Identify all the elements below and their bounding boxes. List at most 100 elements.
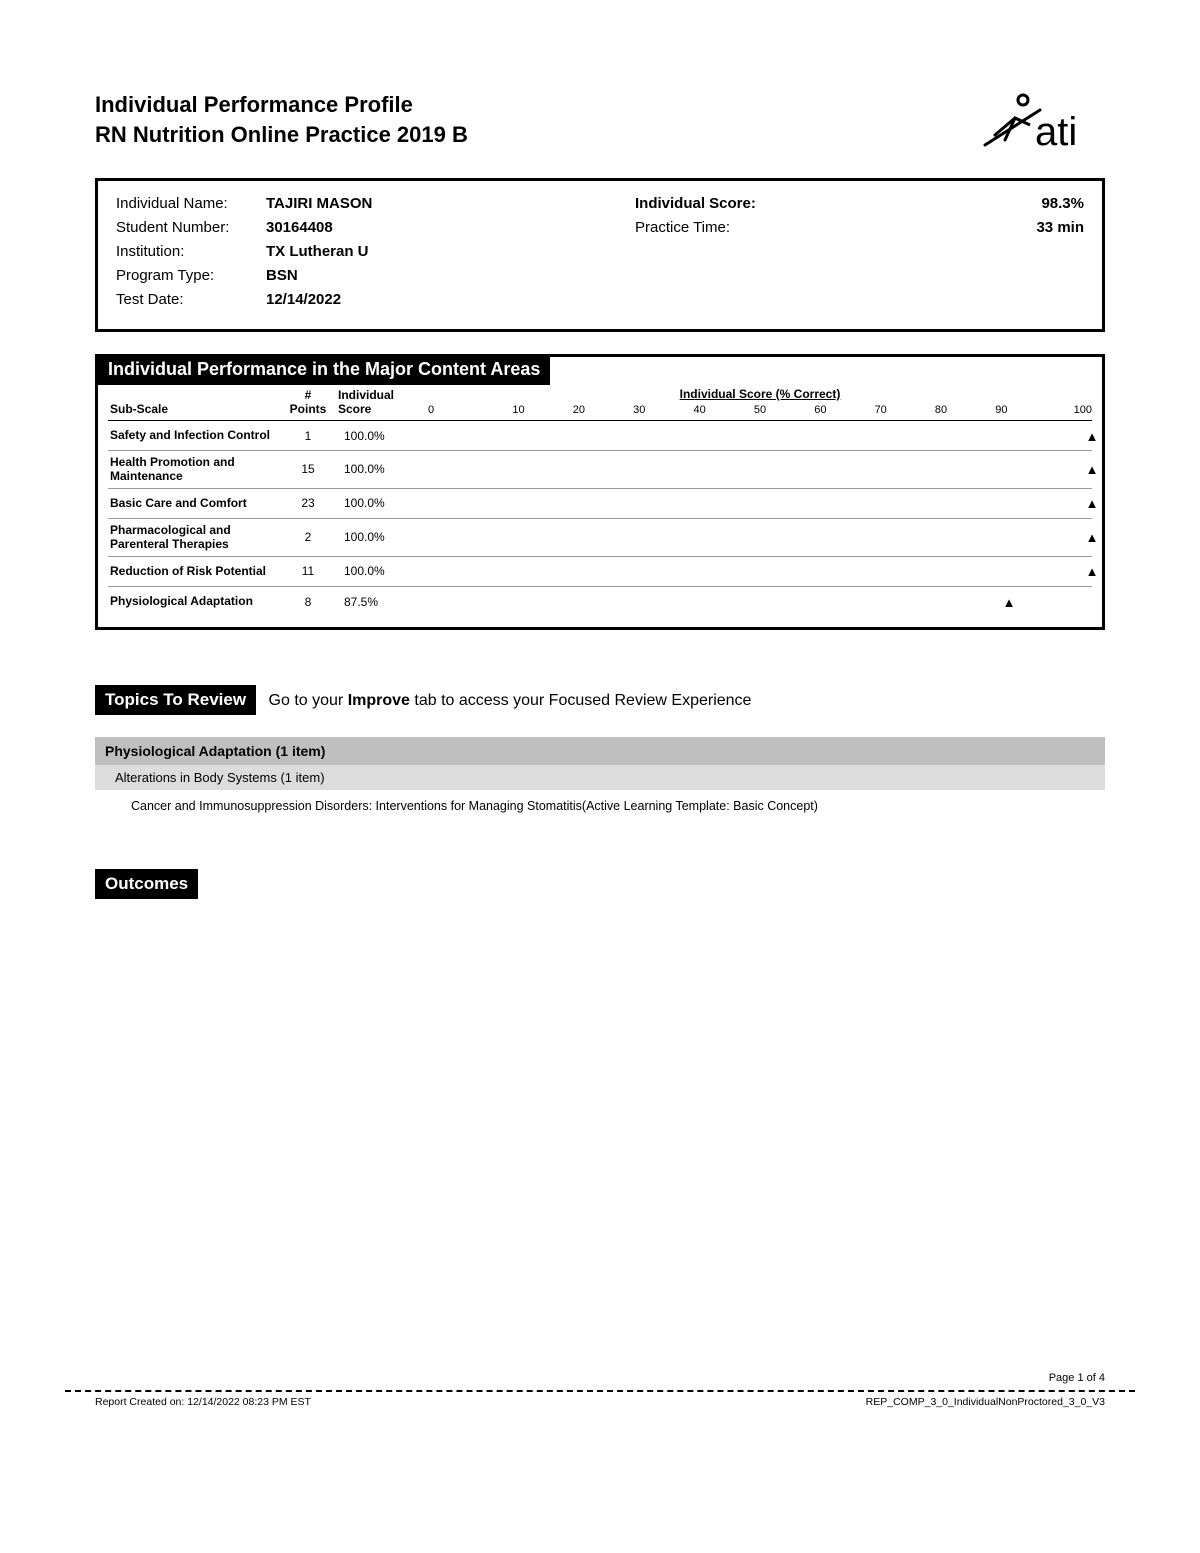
triangle-marker-icon: ▲ [1086, 429, 1099, 444]
info-value: BSN [266, 267, 298, 284]
table-row: Reduction of Risk Potential 11 100.0% ▲ [108, 557, 1092, 587]
tick: 50 [730, 404, 790, 416]
footer-right: REP_COMP_3_0_IndividualNonProctored_3_0_… [866, 1396, 1105, 1408]
info-row: Institution:TX Lutheran U [116, 243, 565, 260]
triangle-marker-icon: ▲ [1086, 530, 1099, 545]
page-number: Page 1 of 4 [65, 1372, 1135, 1384]
info-label: Institution: [116, 243, 266, 260]
page-footer: Page 1 of 4 Report Created on: 12/14/202… [65, 1372, 1135, 1408]
row-score: 100.0% [338, 462, 428, 476]
tick: 10 [488, 404, 548, 416]
ati-logo: ati [935, 90, 1105, 160]
topic-major: Physiological Adaptation (1 item) [95, 737, 1105, 765]
table-row: Safety and Infection Control 1 100.0% ▲ [108, 421, 1092, 451]
row-subscale: Physiological Adaptation [108, 594, 278, 608]
tick: 80 [911, 404, 971, 416]
info-label: Individual Score: [635, 195, 756, 212]
info-row: Practice Time: 33 min [635, 219, 1084, 236]
tick: 60 [790, 404, 850, 416]
outcomes-block: Outcomes [95, 869, 1105, 899]
tick: 0 [428, 404, 488, 416]
title-line-2: RN Nutrition Online Practice 2019 B [95, 120, 468, 150]
info-value: 30164408 [266, 219, 333, 236]
info-right-column: Individual Score: 98.3% Practice Time: 33 m… [635, 195, 1084, 315]
info-label: Test Date: [116, 291, 266, 308]
col-points-top: # [278, 388, 338, 402]
chart-ticks: 0102030405060708090100 [428, 404, 1092, 416]
title-line-1: Individual Performance Profile [95, 90, 468, 120]
content-areas-section: Individual Performance in the Major Cont… [95, 354, 1105, 630]
row-chart: ▲ [428, 462, 1092, 476]
row-points: 8 [278, 595, 338, 609]
row-subscale: Basic Care and Comfort [108, 496, 278, 510]
row-chart: ▲ [428, 595, 1092, 609]
row-points: 2 [278, 530, 338, 544]
table-row: Physiological Adaptation 8 87.5% ▲ [108, 587, 1092, 617]
row-chart: ▲ [428, 530, 1092, 544]
triangle-marker-icon: ▲ [1003, 595, 1016, 610]
tick: 30 [609, 404, 669, 416]
info-value: 12/14/2022 [266, 291, 341, 308]
triangle-marker-icon: ▲ [1086, 564, 1099, 579]
info-row: Student Number:30164408 [116, 219, 565, 236]
info-value: TAJIRI MASON [266, 195, 372, 212]
row-subscale: Health Promotion and Maintenance [108, 455, 278, 484]
col-subscale: Sub-Scale [110, 402, 278, 416]
info-row: Program Type:BSN [116, 267, 565, 284]
info-value: 98.3% [1004, 195, 1084, 212]
info-row: Individual Name:TAJIRI MASON [116, 195, 565, 212]
table-row: Basic Care and Comfort 23 100.0% ▲ [108, 489, 1092, 519]
info-value: 33 min [1004, 219, 1084, 236]
outcomes-pill: Outcomes [95, 869, 198, 899]
col-points-bot: Points [278, 402, 338, 416]
row-points: 15 [278, 462, 338, 476]
row-points: 11 [278, 564, 338, 578]
row-subscale: Pharmacological and Parenteral Therapies [108, 523, 278, 552]
data-rows: Safety and Infection Control 1 100.0% ▲ … [108, 421, 1092, 617]
tick: 70 [851, 404, 911, 416]
row-score: 87.5% [338, 595, 428, 609]
info-label: Program Type: [116, 267, 266, 284]
row-points: 1 [278, 429, 338, 443]
tick: 100 [1032, 404, 1092, 416]
triangle-marker-icon: ▲ [1086, 496, 1099, 511]
info-row: Test Date:12/14/2022 [116, 291, 565, 308]
chart-title: Individual Score (% Correct) [428, 387, 1092, 401]
row-score: 100.0% [338, 530, 428, 544]
info-label: Student Number: [116, 219, 266, 236]
row-score: 100.0% [338, 429, 428, 443]
info-row: Individual Score: 98.3% [635, 195, 1084, 212]
content-areas-title: Individual Performance in the Major Cont… [98, 354, 550, 385]
table-row: Pharmacological and Parenteral Therapies… [108, 519, 1092, 557]
topics-pill: Topics To Review [95, 685, 256, 715]
report-header: Individual Performance Profile RN Nutrit… [95, 90, 1105, 160]
info-box: Individual Name:TAJIRI MASONStudent Numb… [95, 178, 1105, 332]
footer-divider [65, 1390, 1135, 1392]
tick: 90 [971, 404, 1031, 416]
row-chart: ▲ [428, 496, 1092, 510]
title-block: Individual Performance Profile RN Nutrit… [95, 90, 468, 149]
tick: 40 [669, 404, 729, 416]
topic-sub: Alterations in Body Systems (1 item) [95, 765, 1105, 790]
footer-left: Report Created on: 12/14/2022 08:23 PM E… [95, 1396, 311, 1408]
info-value: TX Lutheran U [266, 243, 369, 260]
row-subscale: Reduction of Risk Potential [108, 564, 278, 578]
table-header: Sub-Scale # Points Individual Score Indi… [108, 385, 1092, 421]
row-score: 100.0% [338, 564, 428, 578]
info-label: Practice Time: [635, 219, 730, 236]
row-subscale: Safety and Infection Control [108, 428, 278, 442]
svg-text:ati: ati [1035, 110, 1077, 154]
info-label: Individual Name: [116, 195, 266, 212]
col-score-bot: Score [338, 402, 428, 416]
info-left-column: Individual Name:TAJIRI MASONStudent Numb… [116, 195, 565, 315]
row-chart: ▲ [428, 429, 1092, 443]
topic-item: Cancer and Immunosuppression Disorders: … [95, 790, 1105, 815]
row-chart: ▲ [428, 564, 1092, 578]
topics-block: Topics To Review Go to your Improve tab … [95, 685, 1105, 815]
table-row: Health Promotion and Maintenance 15 100.… [108, 451, 1092, 489]
topics-description: Go to your Improve tab to access your Fo… [269, 692, 752, 709]
triangle-marker-icon: ▲ [1086, 462, 1099, 477]
row-points: 23 [278, 496, 338, 510]
tick: 20 [549, 404, 609, 416]
row-score: 100.0% [338, 496, 428, 510]
